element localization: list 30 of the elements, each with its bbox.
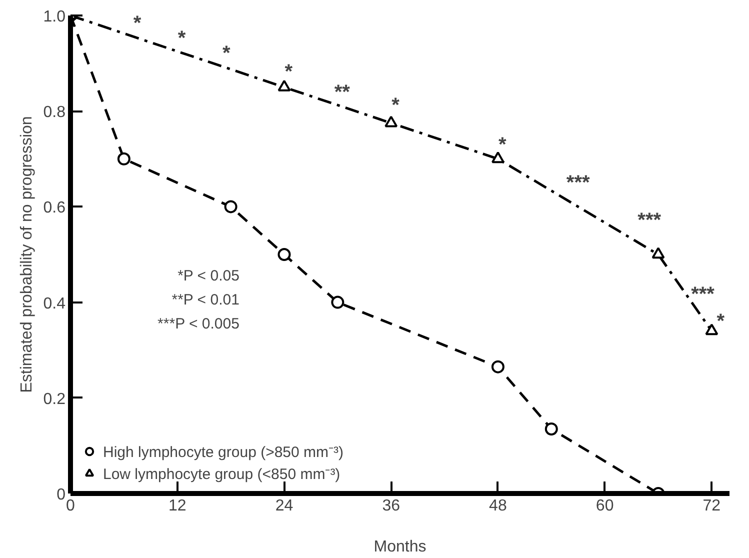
y-tick-label: 1.0 (43, 8, 66, 26)
annotation: * (498, 134, 507, 156)
x-tick-label: 48 (489, 498, 507, 514)
annotation: * (392, 94, 400, 116)
legend-label: High lymphocyte group (>850 mm⁻³) (103, 443, 344, 461)
annotation: **P < 0.01 (172, 291, 240, 308)
annotation: * (222, 42, 230, 64)
annotation: *P < 0.05 (178, 268, 240, 285)
annotation: *** (638, 210, 662, 232)
annotation: * (284, 60, 293, 83)
annotation: * (178, 28, 186, 50)
x-tick-label: 60 (596, 498, 614, 514)
annotation: *** (566, 172, 590, 194)
y-tick-label: 0 (56, 486, 66, 504)
annotation: *** (691, 283, 715, 306)
y-axis-title: Estimated probability of no progression (18, 116, 36, 393)
legend-label: Low lymphocyte group (<850 mm⁻³) (103, 465, 340, 483)
x-tick-label: 12 (168, 498, 186, 514)
annotation: ** (334, 81, 350, 104)
annotation: ***P < 0.005 (158, 315, 240, 332)
annotation: * (716, 310, 725, 332)
x-axis-title: Months (374, 538, 426, 556)
y-tick-label: 0.8 (43, 104, 66, 122)
x-tick-label: 36 (382, 498, 400, 514)
annotation: * (133, 12, 142, 35)
y-tick-label: 0.6 (43, 200, 66, 217)
y-tick-label: 0.2 (43, 390, 66, 408)
x-tick-label: 72 (702, 498, 721, 514)
x-tick-label: 24 (275, 498, 294, 514)
y-tick-label: 0.4 (43, 295, 66, 312)
